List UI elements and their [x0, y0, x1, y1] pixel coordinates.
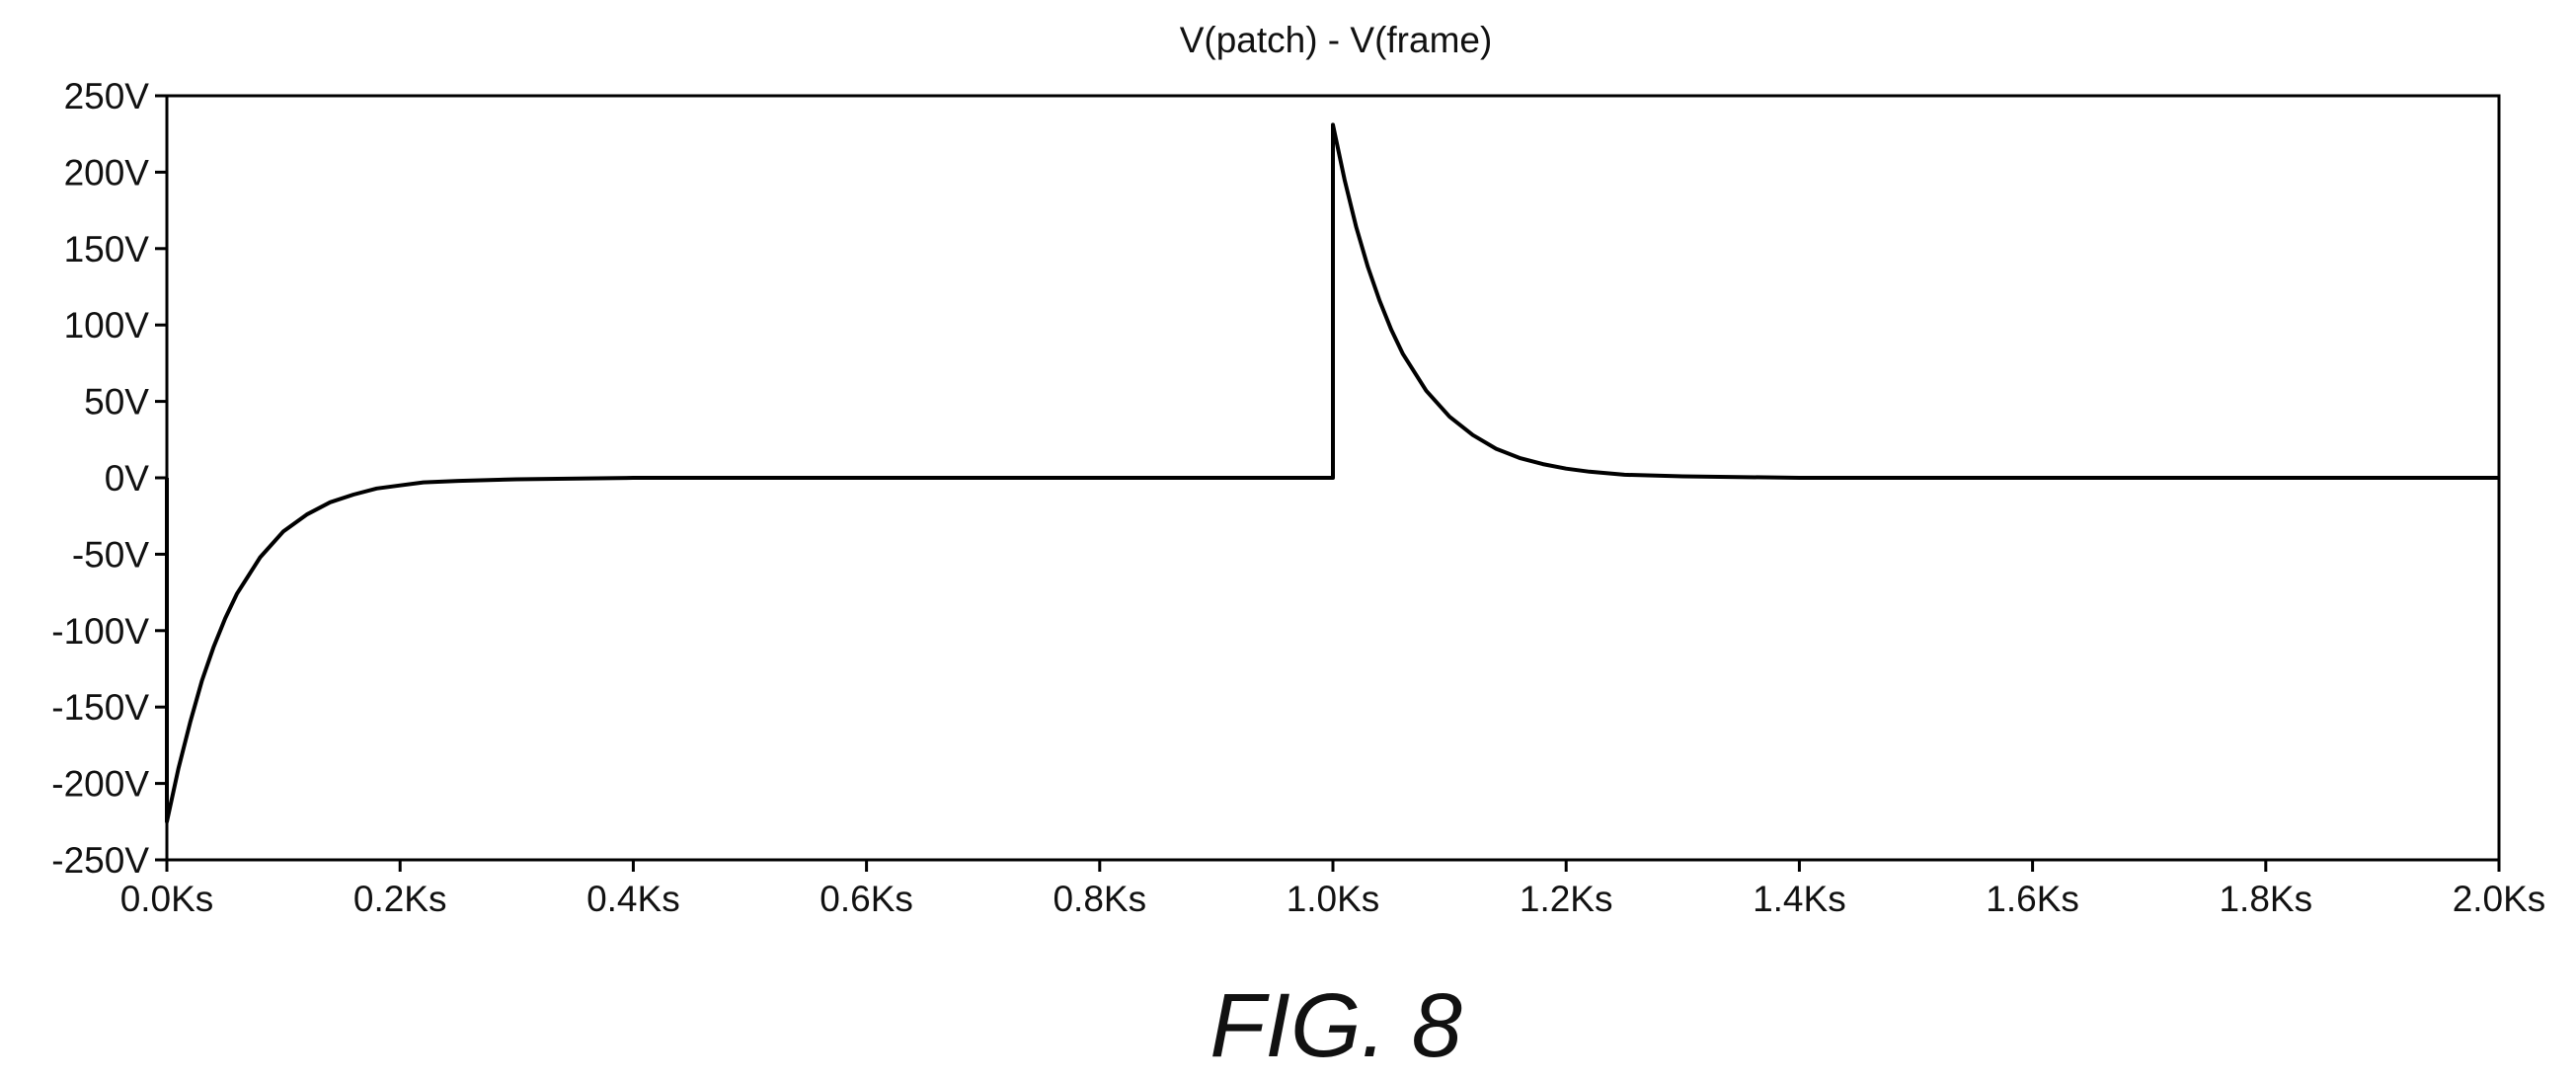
- x-tick-label: 0.0Ks: [120, 879, 214, 919]
- y-tick-label: 150V: [64, 229, 150, 270]
- series-group: [165, 122, 2499, 824]
- x-tick-label: 1.4Ks: [1753, 879, 1846, 919]
- y-tick-label: -50V: [72, 534, 149, 575]
- figure-caption: FIG. 8: [1210, 975, 1462, 1076]
- x-tick-label: 1.6Ks: [1986, 879, 2079, 919]
- y-tick-label: -200V: [51, 764, 149, 805]
- x-tick-label: 1.2Ks: [1520, 879, 1613, 919]
- x-tick-label: 0.6Ks: [820, 879, 913, 919]
- series-line: [165, 122, 2499, 824]
- x-tick-label: 0.4Ks: [586, 879, 680, 919]
- y-tick-label: -100V: [51, 611, 149, 652]
- x-tick-label: 0.8Ks: [1053, 879, 1146, 919]
- y-tick-label: 100V: [64, 305, 150, 346]
- y-tick-label: 0V: [105, 458, 150, 499]
- y-tick-label: 50V: [84, 382, 149, 423]
- chart-title: V(patch) - V(frame): [1180, 20, 1493, 60]
- y-tick-label: 200V: [64, 152, 150, 193]
- x-tick-label: 0.2Ks: [353, 879, 447, 919]
- y-tick-label: -150V: [51, 687, 149, 728]
- y-tick-label: 250V: [64, 76, 150, 116]
- x-tick-label: 1.8Ks: [2219, 879, 2312, 919]
- x-tick-label: 2.0Ks: [2453, 879, 2546, 919]
- x-tick-label: 1.0Ks: [1287, 879, 1380, 919]
- y-axis: 250V 200V 150V 100V 50V 0V -50V -100V -150V -200V…: [51, 76, 167, 881]
- y-tick-label: -250V: [51, 840, 149, 881]
- x-axis: 0.0Ks 0.2Ks 0.4Ks 0.6Ks 0.8Ks 1.0Ks 1.2Ks 1.4Ks…: [120, 860, 2546, 919]
